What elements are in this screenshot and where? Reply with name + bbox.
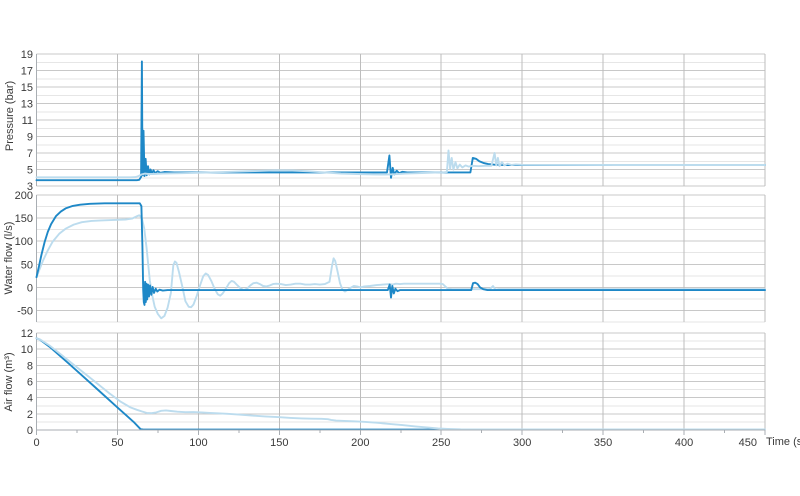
y-tick-label: 15	[21, 82, 33, 94]
chart-2: -50 0 50 100 150 200	[15, 190, 766, 323]
y-tick-label: 9	[27, 132, 33, 144]
y-tick-label: 8	[27, 360, 33, 372]
x-tick-label: 50	[111, 437, 123, 449]
chart-3-gridlines	[36, 332, 766, 431]
y-tick-label: 4	[27, 393, 33, 405]
pressure-light-series	[35, 149, 766, 179]
x-tick-label: 450	[739, 437, 757, 449]
x-tick-label: 300	[513, 437, 531, 449]
chart-3: 0 2 4 6 8 10 12	[21, 328, 766, 437]
time-axis: 0 50 100 150 200 250 300 350 400 450	[33, 429, 766, 449]
y-tick-label: -50	[17, 305, 33, 317]
x-tick-label: 100	[189, 437, 207, 449]
y-tick-label: 12	[21, 328, 33, 340]
y-tick-label: 2	[27, 409, 33, 421]
pressure-axis-title: Pressure (bar)	[4, 80, 16, 152]
airflow-light-series	[35, 337, 766, 431]
x-tick-label: 150	[270, 437, 288, 449]
x-tick-label: 200	[351, 437, 369, 449]
waterflow-axis-title: Water flow (l/s)	[3, 221, 15, 295]
y-tick-label: 19	[21, 49, 33, 61]
y-tick-label: 7	[27, 148, 33, 160]
waterflow-light-series	[35, 214, 766, 320]
waterflow-dark-series	[35, 202, 766, 306]
y-tick-label: 6	[27, 377, 33, 389]
y-tick-label: 200	[15, 190, 33, 202]
airflow-axis-title: Air flow (m³)	[3, 352, 15, 412]
y-tick-label: 11	[22, 115, 33, 127]
x-tick-label: 400	[675, 437, 693, 449]
x-tick-label: 0	[33, 437, 39, 449]
y-tick-label: 0	[27, 282, 33, 294]
y-tick-label: 13	[21, 99, 33, 111]
x-tick-label: 350	[594, 437, 612, 449]
chart-1: 3 5 7 9 11 13 15 17 19	[21, 49, 766, 193]
y-tick-label: 100	[15, 236, 33, 248]
time-axis-title: Time (s)	[766, 436, 800, 448]
y-tick-label: 150	[15, 213, 33, 225]
y-tick-label: 3	[27, 181, 33, 193]
y-tick-label: 10	[21, 344, 33, 356]
y-tick-label: 50	[21, 259, 33, 271]
y-tick-label: 5	[27, 165, 33, 177]
chart-2-gridlines	[36, 194, 766, 323]
y-tick-label: 17	[21, 66, 33, 78]
y-tick-label: 0	[27, 425, 33, 437]
x-tick-label: 250	[432, 437, 450, 449]
